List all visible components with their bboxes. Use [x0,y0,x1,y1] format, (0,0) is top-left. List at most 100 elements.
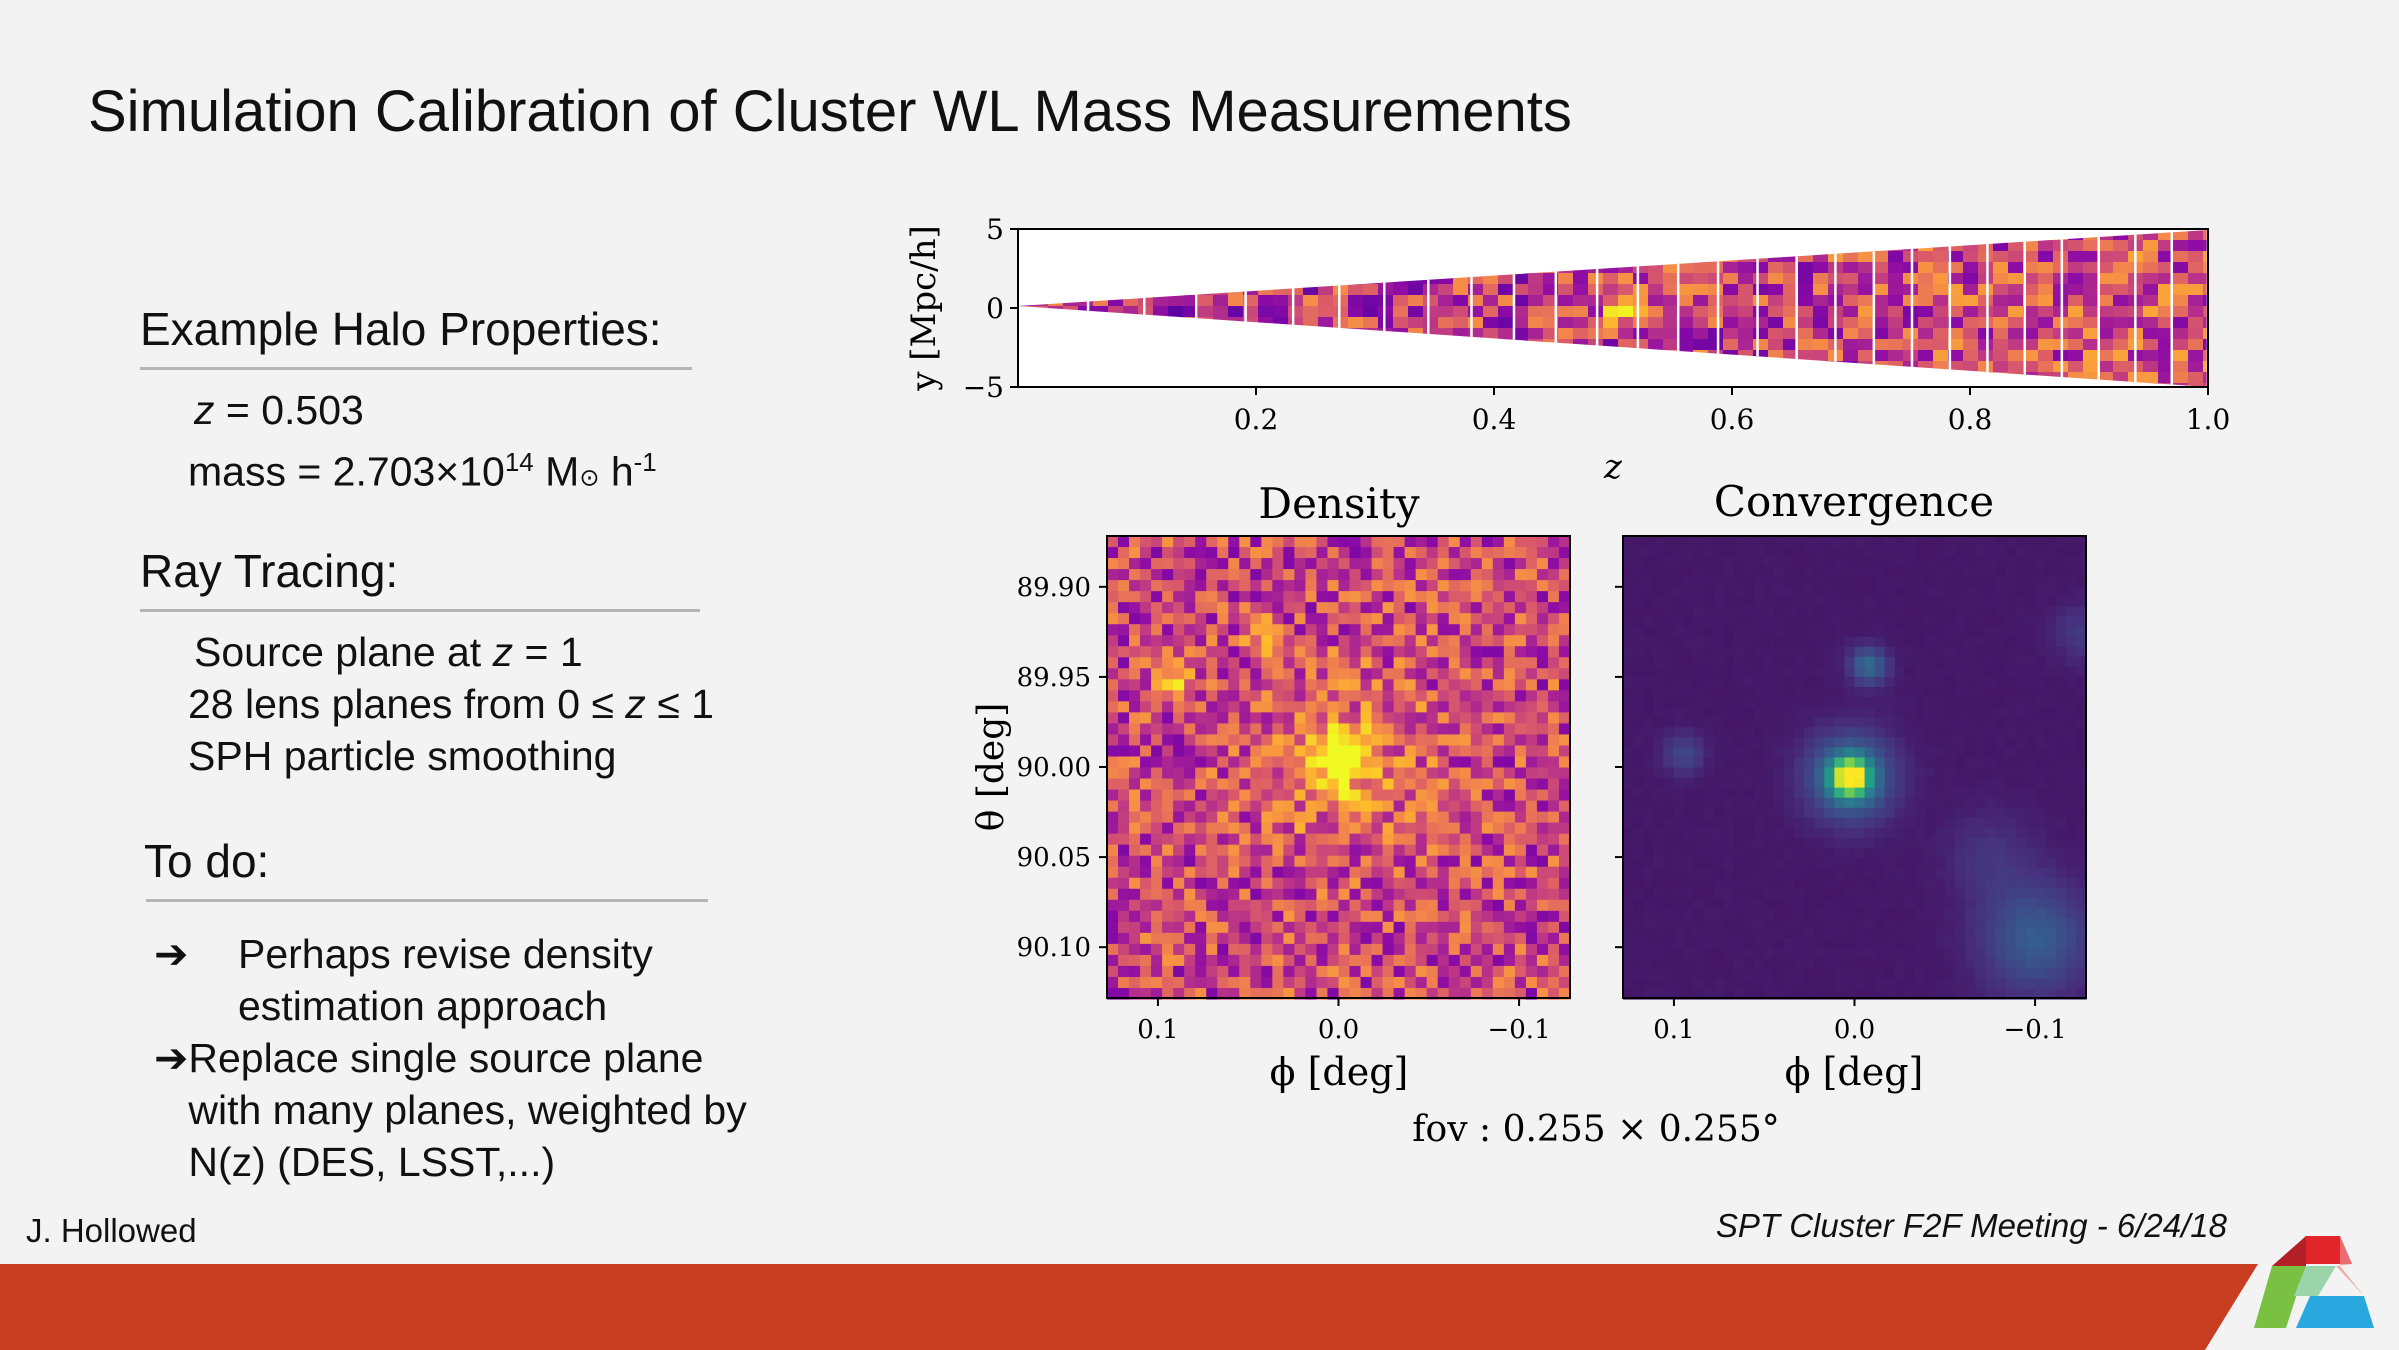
density-cell [1283,536,1296,548]
density-cell [1426,910,1439,923]
density-cell [1404,789,1417,802]
convergence-cell [1924,797,1936,809]
convergence-cell [1965,566,1976,577]
convergence-cell [2005,556,2017,567]
density-cell [1503,591,1516,603]
density-cell [1349,657,1362,669]
density-cell [1536,987,1549,1000]
density-cell [1272,987,1284,1000]
convergence-cell [1935,556,1946,567]
density-cell [1228,734,1240,747]
lightcone-cell [2158,306,2174,318]
density-cell [1558,976,1571,989]
density-cell [1107,976,1119,989]
convergence-cell [2015,666,2027,678]
density-cell [1536,811,1549,824]
density-cell [1404,690,1417,702]
density-cell [1140,734,1152,747]
convergence-cell [1673,988,1684,1000]
convergence-cell [1945,757,1956,769]
density-cell [1129,723,1141,736]
lightcone-cell [1648,306,1664,318]
density-cell [1162,591,1174,603]
density-cell [1129,822,1141,835]
density-cell [1514,657,1527,669]
convergence-cell [1683,566,1695,577]
convergence-cell [1763,626,1775,638]
convergence-cell [1955,878,1966,889]
density-cell [1118,855,1130,868]
lightcone-cell [1573,306,1589,318]
lightcone-cell [1993,339,2009,351]
density-cell [1382,943,1395,956]
density-cell [1360,932,1373,945]
convergence-cell [1854,596,1866,608]
density-cell [1184,569,1196,581]
convergence-cell [1864,626,1876,638]
density-cell [1382,789,1395,802]
lightcone-cell [1723,295,1739,307]
convergence-cell [1703,908,1715,920]
density-cell [1426,602,1439,614]
convergence-cell [1864,717,1876,728]
convergence-cell [1894,606,1906,618]
density-cell [1107,569,1119,581]
convergence-cell [1854,938,1866,950]
convergence-cell [1753,546,1765,557]
lightcone-cell [1783,350,1799,362]
lightcone-cell [1693,295,1709,307]
convergence-cell [1924,697,1936,708]
density-cell [1481,646,1494,658]
lightcone-cell [1663,262,1679,274]
convergence-cell [1975,546,1986,557]
convergence-cell [2025,978,2037,990]
convergence-cell [1814,827,1825,839]
convergence-cell [1703,757,1715,769]
density-cell [1558,635,1571,647]
convergence-cell [2015,807,2027,819]
convergence-cell [1985,958,1997,970]
density-cell [1283,547,1296,559]
density-cell [1162,877,1174,890]
convergence-cell [1904,727,1916,738]
convergence-cell [1844,747,1856,759]
convergence-cell [1773,596,1785,608]
convergence-cell [1924,817,1936,829]
convergence-cell [1653,898,1664,910]
convergence-cell [2015,908,2027,920]
convergence-cell [1985,948,1997,960]
convergence-cell [1784,978,1795,990]
convergence-cell [1773,676,1785,688]
density-cell [1470,712,1483,725]
density-cell [1371,690,1384,702]
density-cell [1525,811,1538,824]
density-cell [1129,976,1141,989]
convergence-cell [1904,697,1916,708]
density-cell [1316,888,1329,901]
convergence-cell [1784,697,1795,708]
density-cell [1382,734,1395,747]
convergence-cell [2035,536,2047,547]
lightcone-cell [2143,317,2159,329]
density-cell [1349,844,1362,857]
convergence-cell [1864,827,1876,839]
convergence-cell [1653,717,1664,728]
convergence-cell [1693,646,1705,658]
density-cell [1206,844,1218,857]
density-cell [1459,833,1472,846]
density-cell [1217,943,1229,956]
lightcone-cell [2158,230,2174,241]
density-cell [1217,932,1229,945]
lightcone-cell [1393,306,1409,318]
convergence-cell [1995,777,2007,789]
convergence-cell [1945,787,1956,799]
density-cell [1338,756,1351,769]
convergence-cell [1884,616,1896,628]
convergence-cell [1824,727,1835,738]
density-cell [1272,976,1284,989]
lightcone-cell [1678,273,1694,285]
density-cell [1338,789,1351,802]
convergence-cell [1975,978,1986,990]
density-cell [1206,910,1218,923]
convergence-cell [1773,556,1785,567]
